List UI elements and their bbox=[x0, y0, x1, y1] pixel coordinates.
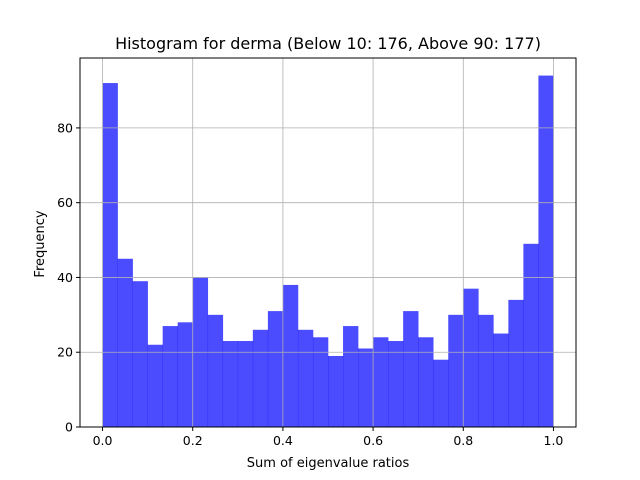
histogram-bar bbox=[267, 311, 284, 427]
histogram-bar bbox=[282, 284, 299, 427]
x-tick-label: 0.0 bbox=[93, 433, 113, 448]
histogram-bar bbox=[147, 344, 163, 427]
histogram-bar bbox=[508, 299, 524, 427]
x-tick-label: 0.4 bbox=[273, 433, 293, 448]
histogram-bar bbox=[358, 348, 374, 427]
histogram-bar bbox=[388, 341, 404, 427]
x-tick-label: 0.2 bbox=[183, 433, 203, 448]
histogram-bar bbox=[403, 311, 419, 427]
histogram-bar bbox=[162, 326, 178, 427]
histogram-bar bbox=[493, 333, 509, 427]
histogram-bar bbox=[297, 329, 314, 427]
y-tick-label: 0 bbox=[65, 420, 73, 435]
plot-frame bbox=[79, 57, 577, 428]
x-tick-label: 0.6 bbox=[363, 433, 383, 448]
histogram-bar bbox=[343, 326, 359, 427]
chart-title: Histogram for derma (Below 10: 176, Abov… bbox=[115, 34, 541, 53]
histogram-bar bbox=[132, 281, 148, 427]
x-axis-ticks: 0.0 0.2 0.4 0.6 0.8 1.0 bbox=[93, 427, 564, 448]
histogram-bar bbox=[463, 288, 479, 427]
x-tick-label: 0.8 bbox=[453, 433, 473, 448]
histogram-bar bbox=[478, 314, 494, 427]
histogram-bar bbox=[373, 337, 389, 427]
histogram-bar bbox=[102, 83, 118, 427]
histogram-bar bbox=[523, 243, 539, 427]
histogram-bar bbox=[448, 314, 464, 427]
y-tick-label: 60 bbox=[57, 195, 73, 210]
histogram-bar bbox=[117, 258, 133, 427]
histogram-bar bbox=[418, 337, 434, 427]
histogram-bar bbox=[222, 341, 239, 427]
y-tick-label: 40 bbox=[57, 270, 73, 285]
histogram-bar bbox=[177, 322, 194, 427]
histogram-bar bbox=[312, 337, 329, 427]
histogram-bar bbox=[433, 359, 449, 427]
histogram-bar bbox=[207, 314, 224, 427]
histogram-bars bbox=[102, 75, 554, 428]
y-axis-ticks: 0 20 40 60 80 bbox=[57, 120, 80, 435]
x-tick-label: 1.0 bbox=[544, 433, 564, 448]
histogram-bar bbox=[538, 75, 554, 428]
histogram-bar bbox=[252, 329, 269, 427]
y-tick-label: 80 bbox=[57, 120, 73, 135]
x-axis-label: Sum of eigenvalue ratios bbox=[247, 456, 410, 471]
histogram-bar bbox=[328, 355, 344, 427]
y-axis-label: Frequency bbox=[33, 210, 48, 277]
histogram-bar bbox=[237, 341, 254, 427]
y-tick-label: 20 bbox=[57, 345, 73, 360]
